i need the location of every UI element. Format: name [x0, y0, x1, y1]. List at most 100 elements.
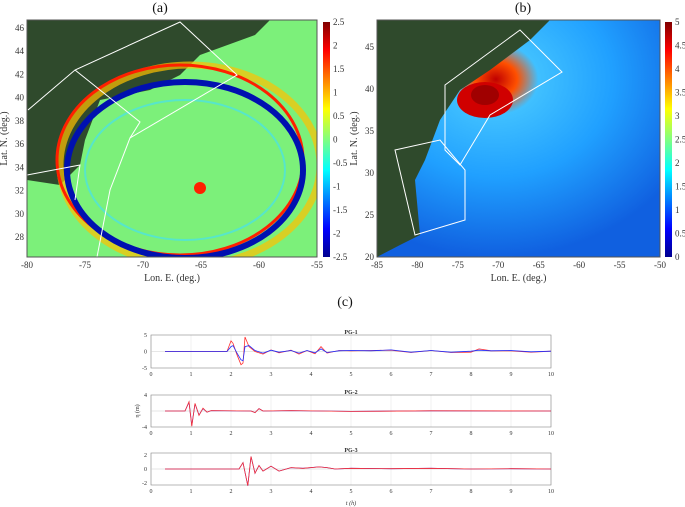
x-tick-label: 4 — [310, 372, 313, 378]
y-tick-label: 42 — [15, 69, 24, 79]
y-tick-label: 0 — [144, 350, 147, 356]
x-tick-label: 3 — [270, 431, 273, 437]
subplot-PG-3: PG-320-20 1 2 3 4 5 6 7 8 9 10 — [142, 448, 554, 495]
colorbar-tick-label: 4 — [675, 64, 680, 74]
land-area — [27, 20, 270, 185]
x-tick-label: -80 — [21, 260, 33, 270]
colorbar-tick-label: 5 — [675, 17, 680, 27]
x-tick-label: 5 — [350, 372, 353, 378]
colorbar-tick-label: 3 — [675, 111, 680, 121]
x-axis-label: t (h) — [346, 500, 356, 507]
x-tick-label: 8 — [470, 489, 473, 495]
colorbar-tick-label: -2 — [333, 229, 341, 239]
series-line-2 — [165, 456, 552, 486]
x-tick-label: -70 — [137, 260, 149, 270]
x-tick-label: 3 — [270, 489, 273, 495]
x-tick-label: 5 — [350, 431, 353, 437]
y-tick-label: 35 — [365, 126, 375, 136]
series-line-1 — [165, 400, 552, 426]
series-line-1 — [165, 336, 552, 366]
x-tick-label: 9 — [510, 489, 513, 495]
x-tick-label: 10 — [548, 431, 554, 437]
subplot-title: PG-1 — [344, 330, 357, 336]
colorbar-tick-label: -2.5 — [333, 252, 348, 262]
colorbar-tick-label: -0.5 — [333, 158, 348, 168]
y-tick-label: 2 — [144, 453, 147, 459]
x-tick-label: 7 — [430, 372, 433, 378]
x-tick-label: -55 — [311, 260, 323, 270]
y-tick-label: 32 — [15, 186, 24, 196]
y-tick-label: 36 — [15, 139, 25, 149]
x-tick-label: -60 — [253, 260, 265, 270]
subplot-PG-2: PG-2 4 -40 1 2 3 4 5 6 7 8 9 10 — [142, 390, 554, 437]
y-tick-label: 46 — [15, 23, 25, 33]
series-line-2 — [165, 400, 552, 427]
panel-c-label: (c) — [337, 295, 353, 310]
x-tick-label: 2 — [230, 489, 233, 495]
x-tick-label: 6 — [390, 372, 393, 378]
y-axis-label: η (m) — [134, 404, 141, 417]
x-tick-label: -60 — [573, 260, 585, 270]
y-tick-label: -5 — [142, 366, 147, 372]
map-a — [27, 20, 317, 257]
y-tick-label: 40 — [365, 84, 375, 94]
x-tick-label: 4 — [310, 431, 313, 437]
y-tick-label: 44 — [15, 46, 25, 56]
x-tick-label: 1 — [190, 489, 193, 495]
colorbar-tick-label: 1.5 — [333, 64, 345, 74]
colorbar-tick-label: 2.5 — [333, 17, 345, 27]
map-frame — [376, 19, 661, 258]
x-tick-label: 9 — [510, 372, 513, 378]
colorbar-tick-label: 0.5 — [675, 229, 685, 239]
series-line-2 — [165, 345, 552, 362]
x-tick-label: 0 — [150, 489, 153, 495]
x-tick-label: 8 — [470, 372, 473, 378]
y-tick-label: -4 — [142, 425, 147, 431]
panel-a-label: (a) — [152, 1, 168, 16]
x-tick-label: 4 — [310, 489, 313, 495]
colorbar-b — [665, 22, 672, 257]
map-b — [377, 20, 660, 257]
colorbar-tick-label: 2.5 — [675, 135, 685, 145]
y-axis-label: Lat. N. (deg.) — [349, 111, 360, 165]
y-tick-label: 40 — [15, 93, 25, 103]
x-tick-label: 6 — [390, 489, 393, 495]
x-tick-label: -75 — [452, 260, 464, 270]
y-tick-label: 34 — [15, 162, 25, 172]
x-tick-label: 1 — [190, 431, 193, 437]
y-tick-label: 28 — [15, 232, 25, 242]
colorbar-tick-label: 0 — [675, 252, 680, 262]
colorbar-tick-label: 2 — [675, 158, 680, 168]
x-tick-label: -65 — [195, 260, 207, 270]
subplot-title: PG-2 — [344, 390, 357, 396]
x-tick-label: -70 — [492, 260, 504, 270]
y-tick-label: 20 — [365, 252, 375, 262]
colorbar-a — [323, 22, 330, 257]
y-tick-label: 38 — [15, 116, 25, 126]
x-tick-label: 0 — [150, 372, 153, 378]
x-tick-label: 2 — [230, 431, 233, 437]
x-tick-label: -75 — [79, 260, 91, 270]
x-tick-label: 10 — [548, 372, 554, 378]
colorbar-tick-label: 0.5 — [333, 111, 345, 121]
x-tick-label: 2 — [230, 372, 233, 378]
y-axis-label: Lat. N. (deg.) — [0, 111, 10, 165]
colorbar-tick-label: 1 — [333, 88, 338, 98]
x-tick-label: 0 — [150, 431, 153, 437]
colorbar-tick-label: 2 — [333, 41, 338, 51]
x-tick-label: 7 — [430, 431, 433, 437]
x-tick-label: 8 — [470, 431, 473, 437]
colorbar-tick-label: -1.5 — [333, 205, 348, 215]
colorbar-tick-label: 4.5 — [675, 41, 685, 51]
y-tick-label: 4 — [144, 393, 147, 399]
subplot-PG-1: PG-150-50 1 2 3 4 5 6 7 8 9 10 — [142, 330, 554, 378]
x-tick-label: -50 — [654, 260, 666, 270]
y-tick-label: 25 — [365, 210, 375, 220]
y-tick-label: 5 — [144, 333, 147, 339]
colorbar-tick-label: 3.5 — [675, 88, 685, 98]
x-axis-label: Lon. E. (deg.) — [144, 273, 200, 284]
y-tick-label: 45 — [365, 42, 375, 52]
colorbar-tick-label: 0 — [333, 135, 338, 145]
x-tick-label: 3 — [270, 372, 273, 378]
x-tick-label: 6 — [390, 431, 393, 437]
